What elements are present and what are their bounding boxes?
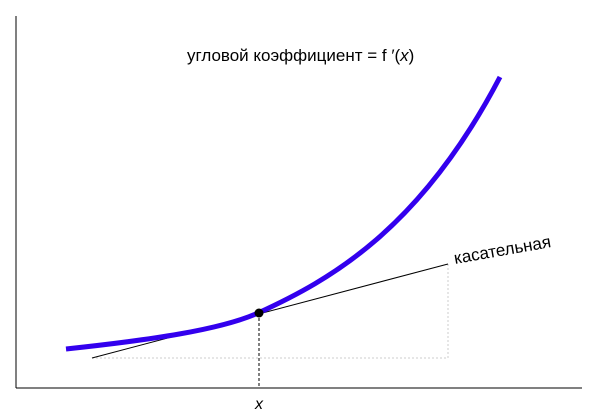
tangent-point (254, 308, 264, 318)
x-variable-label: x (254, 396, 264, 413)
slope-label-prefix: угловой коэффициент = f ′( (187, 46, 401, 65)
slope-label-suffix: ) (409, 46, 415, 65)
slope-label-variable: x (399, 46, 409, 65)
tangent-line (91, 263, 449, 359)
slope-label: угловой коэффициент = f ′(x) (187, 46, 414, 65)
function-curve (65, 75, 503, 352)
tangent-label: касательная (452, 232, 552, 268)
